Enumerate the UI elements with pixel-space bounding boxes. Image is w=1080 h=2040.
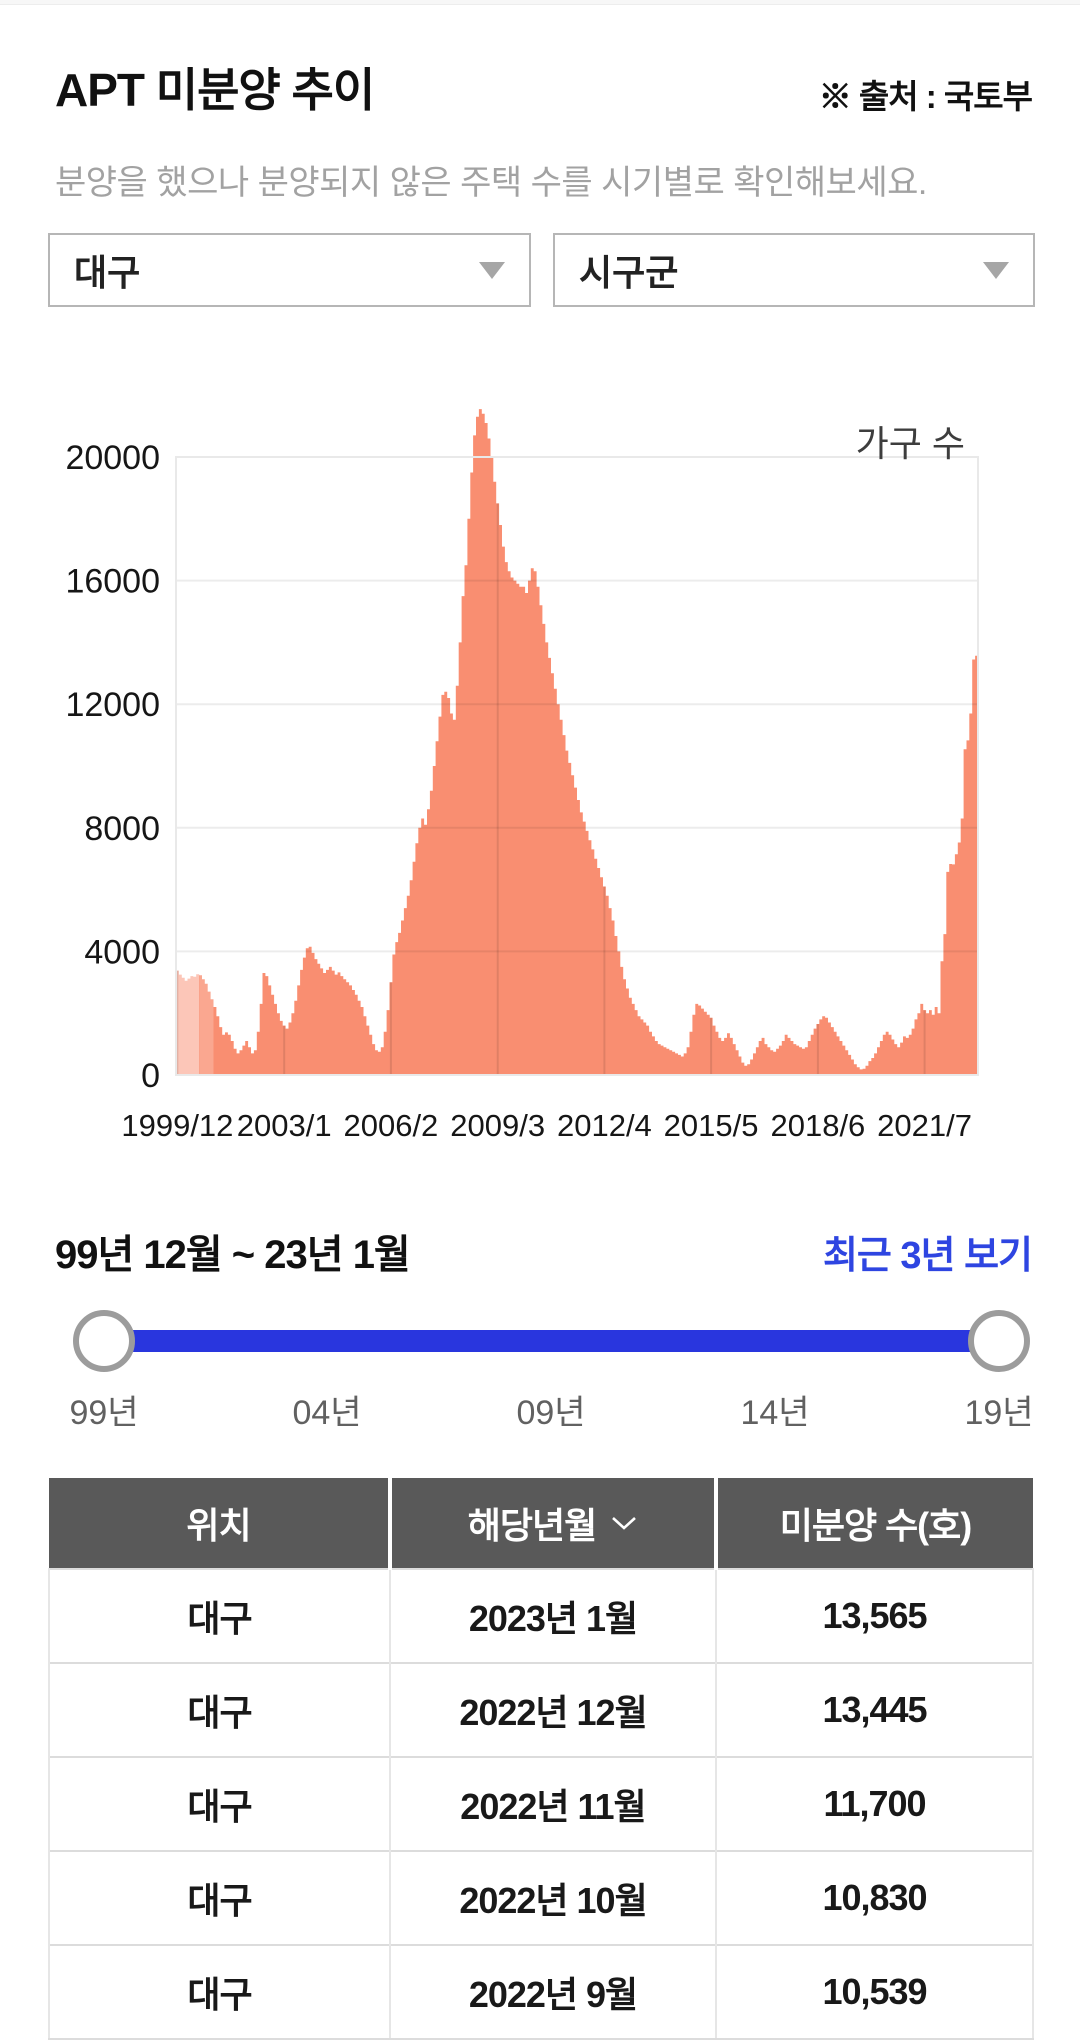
cell-month: 2022년 12월 xyxy=(390,1662,717,1757)
cell-month: 2023년 1월 xyxy=(390,1568,717,1663)
col-header-location: 위치 xyxy=(49,1478,392,1569)
district-select-value: 시구군 xyxy=(579,252,679,293)
table-row: 대구 2023년 1월 13,565 xyxy=(48,1568,1034,1663)
source-note: ※ 출처 : 국토부 xyxy=(818,78,1033,115)
page-subtitle: 분양을 했으나 분양되지 않은 주택 수를 시기별로 확인해보세요. xyxy=(55,164,927,202)
date-range-label: 99년 12월 ~ 23년 1월 xyxy=(55,1233,411,1277)
cell-count: 11,700 xyxy=(716,1756,1034,1851)
region-select-value: 대구 xyxy=(74,252,141,293)
cell-count: 13,445 xyxy=(716,1662,1034,1757)
unsold-trend-chart: 0 4000 8000 12000 16000 20000 1999/12 2003/1 200… xyxy=(65,409,979,1143)
unsold-table: 위치 해당년월 미분양 수(호) 대구 2023년 1월 13,565 대구 2022년… xyxy=(48,1478,1034,2040)
table-header-row: 위치 해당년월 미분양 수(호) xyxy=(49,1478,1033,1569)
slider-tick-label: 04년 xyxy=(292,1394,362,1432)
range-row: 99년 12월 ~ 23년 1월 최근 3년 보기 xyxy=(55,1222,1033,1280)
col-header-count: 미분양 수(호) xyxy=(716,1478,1033,1569)
sort-chevron-icon xyxy=(612,1517,637,1530)
cell-count: 10,539 xyxy=(716,1944,1034,2040)
unit-label: 가구 수 xyxy=(856,423,965,464)
page-header: APT 미분양 추이 ※ 출처 : 국토부 xyxy=(55,54,1033,120)
table-row: 대구 2022년 11월 11,700 xyxy=(48,1756,1034,1851)
cell-month: 2022년 10월 xyxy=(390,1850,717,1945)
recent-3y-link[interactable]: 최근 3년 보기 xyxy=(822,1234,1033,1277)
x-axis-tick-label: 2009/3 xyxy=(450,1108,545,1143)
x-axis-tick-label: 2003/1 xyxy=(237,1108,332,1143)
cell-location: 대구 xyxy=(48,1662,391,1757)
y-axis-tick-label: 16000 xyxy=(65,563,160,601)
top-divider xyxy=(0,0,1080,5)
slider-tick-label: 09년 xyxy=(516,1394,586,1432)
cell-location: 대구 xyxy=(48,1756,391,1851)
table-row: 대구 2022년 12월 13,445 xyxy=(48,1662,1034,1757)
slider-tick-label: 19년 xyxy=(964,1394,1034,1432)
cell-location: 대구 xyxy=(48,1850,391,1945)
chart-area xyxy=(213,409,978,1075)
col-header-location-label: 위치 xyxy=(186,1505,251,1546)
cell-month: 2022년 9월 xyxy=(390,1944,717,2040)
cell-count: 13,565 xyxy=(716,1568,1034,1663)
plot-border xyxy=(175,456,979,1076)
y-axis-tick-label: 4000 xyxy=(84,933,160,971)
y-axis-tick-label: 0 xyxy=(141,1057,160,1095)
slider-tick-label: 99년 xyxy=(69,1394,139,1432)
y-axis-tick-label: 12000 xyxy=(65,686,160,724)
y-axis-tick-label: 8000 xyxy=(84,810,160,848)
cell-count: 10,830 xyxy=(716,1850,1034,1945)
page-title: APT 미분양 추이 xyxy=(55,64,375,116)
slider-tick-label: 14년 xyxy=(740,1394,810,1432)
y-axis-tick-label: 20000 xyxy=(65,439,160,477)
chart-area xyxy=(199,974,215,1075)
region-select[interactable]: 대구 xyxy=(48,233,531,307)
x-axis-tick-label: 2012/4 xyxy=(557,1108,652,1143)
cell-month: 2022년 11월 xyxy=(390,1756,717,1851)
slider-track[interactable] xyxy=(104,1330,999,1352)
chevron-down-icon xyxy=(983,261,1009,279)
slider-handle-end[interactable] xyxy=(968,1310,1030,1372)
col-header-month[interactable]: 해당년월 xyxy=(390,1478,718,1569)
col-header-month-label: 해당년월 xyxy=(467,1505,597,1546)
x-axis-tick-label: 2018/6 xyxy=(770,1108,865,1143)
x-axis-tick-label: 2015/5 xyxy=(664,1108,759,1143)
table-row: 대구 2022년 9월 10,539 xyxy=(48,1944,1034,2040)
x-axis-tick-label: 2006/2 xyxy=(343,1108,438,1143)
cell-location: 대구 xyxy=(48,1944,391,2040)
chevron-down-icon xyxy=(479,261,505,279)
chart-area xyxy=(176,970,200,1075)
district-select[interactable]: 시구군 xyxy=(553,233,1035,307)
cell-location: 대구 xyxy=(48,1568,391,1663)
col-header-count-label: 미분양 수(호) xyxy=(779,1505,973,1546)
x-axis-tick-label: 2021/7 xyxy=(877,1108,972,1143)
slider-handle-start[interactable] xyxy=(73,1310,135,1372)
x-axis-tick-label: 1999/12 xyxy=(121,1108,233,1143)
table-row: 대구 2022년 10월 10,830 xyxy=(48,1850,1034,1945)
